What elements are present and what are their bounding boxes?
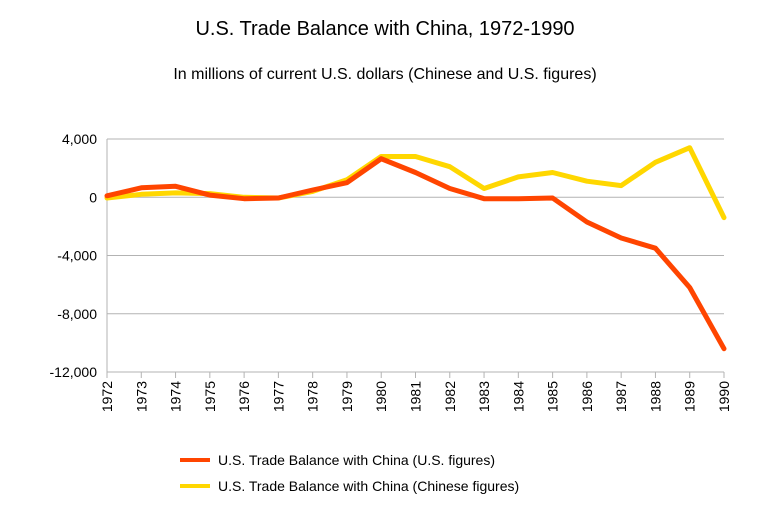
chart-legend: U.S. Trade Balance with China (U.S. figu… (180, 447, 519, 499)
y-tick-label: 4,000 (62, 131, 97, 147)
legend-label-us: U.S. Trade Balance with China (U.S. figu… (218, 452, 496, 468)
x-tick-label: 1981 (408, 381, 424, 412)
chart-subtitle: In millions of current U.S. dollars (Chi… (173, 66, 597, 83)
x-tick-label: 1972 (99, 381, 115, 412)
x-tick-label: 1985 (545, 381, 561, 412)
chart-title: U.S. Trade Balance with China, 1972-1990 (195, 18, 575, 40)
x-tick-label: 1987 (613, 381, 629, 412)
legend-swatch-chinese (180, 484, 210, 488)
x-tick-label: 1974 (168, 381, 184, 412)
x-tick-label: 1977 (270, 381, 286, 412)
x-tick-label: 1973 (133, 381, 149, 412)
y-tick-label: -12,000 (50, 364, 98, 380)
x-tick-label: 1984 (510, 381, 526, 412)
y-tick-label: 0 (89, 189, 97, 205)
series-line-chinese (104, 145, 727, 221)
legend-item-us: U.S. Trade Balance with China (U.S. figu… (180, 447, 519, 473)
x-tick-label: 1990 (716, 381, 732, 412)
x-tick-label: 1976 (236, 381, 252, 412)
x-tick-label: 1978 (305, 381, 321, 412)
x-tick-label: 1983 (476, 381, 492, 412)
x-tick-label: 1982 (442, 381, 458, 412)
legend-swatch-us (180, 458, 210, 462)
x-tick-label: 1986 (579, 381, 595, 412)
y-tick-label: -4,000 (57, 248, 97, 264)
x-tick-label: 1980 (373, 381, 389, 412)
x-tick-label: 1988 (647, 381, 663, 412)
x-tick-label: 1979 (339, 381, 355, 412)
legend-label-chinese: U.S. Trade Balance with China (Chinese f… (218, 478, 520, 494)
x-tick-label: 1975 (202, 381, 218, 412)
x-tick-label: 1989 (682, 381, 698, 412)
series-line-us (104, 156, 727, 352)
y-tick-label: -8,000 (57, 306, 97, 322)
legend-item-chinese: U.S. Trade Balance with China (Chinese f… (180, 473, 519, 499)
